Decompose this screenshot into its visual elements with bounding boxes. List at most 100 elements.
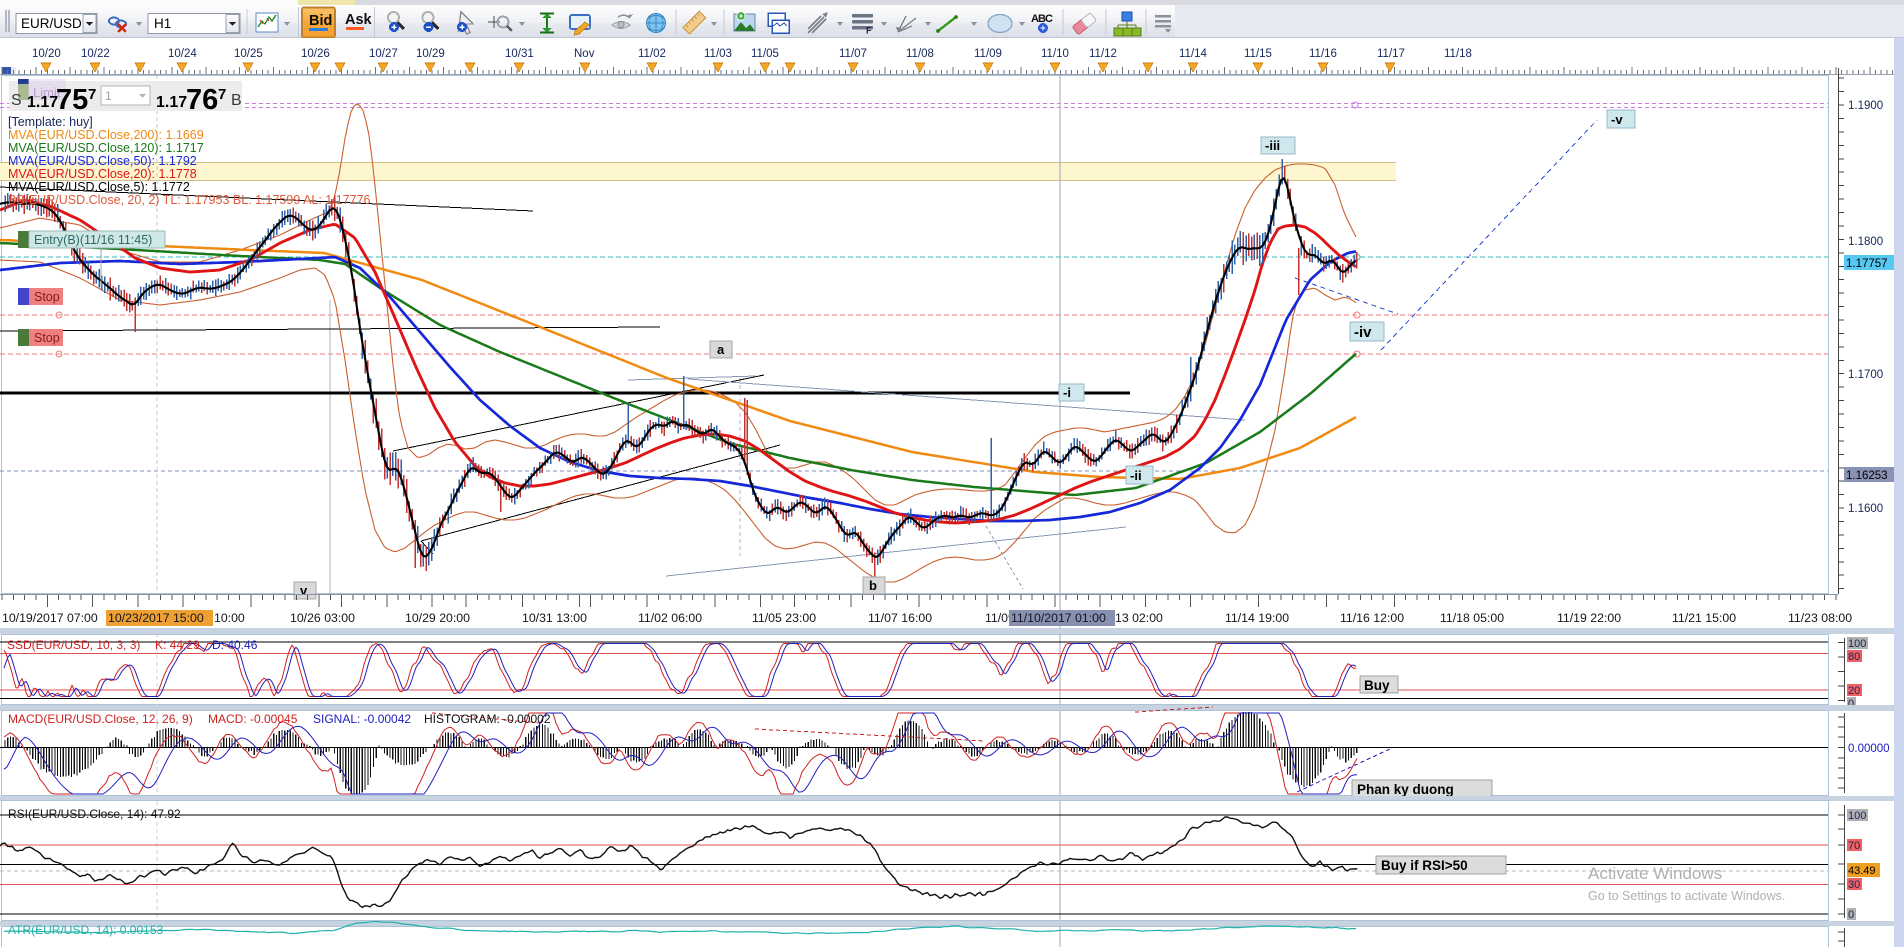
svg-text:10/19/2017 07:00: 10/19/2017 07:00 — [2, 611, 98, 625]
svg-text:30: 30 — [1848, 879, 1860, 891]
svg-text:1.16253: 1.16253 — [1846, 470, 1888, 482]
svg-text:7: 7 — [88, 86, 96, 103]
svg-text:70: 70 — [1848, 840, 1860, 852]
svg-text:11/07 16:00: 11/07 16:00 — [868, 611, 932, 625]
svg-text:1.1800: 1.1800 — [1848, 236, 1883, 248]
svg-text:10/25: 10/25 — [234, 48, 263, 60]
svg-text:1.1600: 1.1600 — [1848, 503, 1883, 515]
svg-text:BB(EUR/USD.Close, 20, 2) TL:: BB(EUR/USD.Close, 20, 2) TL: 1.17953 BL:… — [8, 193, 371, 207]
svg-text:Buy: Buy — [1364, 678, 1390, 693]
svg-text:Phan ky duong: Phan ky duong — [1357, 782, 1454, 797]
svg-text:Ask: Ask — [345, 12, 373, 28]
svg-text:ABC: ABC — [1031, 13, 1053, 25]
svg-text:0.00000: 0.00000 — [1848, 743, 1890, 755]
svg-text:11/12: 11/12 — [1089, 48, 1117, 60]
svg-text:0: 0 — [1848, 909, 1854, 921]
svg-text:-ii: -ii — [1130, 468, 1142, 483]
svg-text:B: B — [231, 92, 242, 109]
svg-text:Activate Windows: Activate Windows — [1588, 864, 1722, 883]
svg-text:Go to Settings to activate Win: Go to Settings to activate Windows. — [1588, 889, 1785, 903]
svg-text:v: v — [300, 583, 308, 598]
svg-text:11/18: 11/18 — [1444, 48, 1472, 60]
svg-text:10/24: 10/24 — [168, 48, 197, 60]
svg-text:11/02 06:00: 11/02 06:00 — [638, 611, 702, 625]
svg-text:10/31 13:00: 10/31 13:00 — [522, 611, 587, 625]
svg-text:MACD: -0.00045: MACD: -0.00045 — [208, 712, 298, 726]
svg-text:11/07: 11/07 — [839, 48, 867, 60]
svg-text:F: F — [866, 26, 872, 36]
svg-text:11/03: 11/03 — [704, 48, 732, 60]
svg-text:11/05: 11/05 — [751, 48, 779, 60]
svg-text:[Template: huy]: [Template: huy] — [8, 115, 93, 129]
svg-text:11/16: 11/16 — [1309, 48, 1337, 60]
svg-text:10/29: 10/29 — [416, 48, 445, 60]
svg-text:11/23 08:00: 11/23 08:00 — [1788, 611, 1852, 625]
svg-text:EUR/USD: EUR/USD — [21, 16, 82, 31]
svg-text:MVA(EUR/USD.Close,200): 1.1669: MVA(EUR/USD.Close,200): 1.1669 — [8, 128, 204, 142]
svg-text:80: 80 — [1848, 651, 1860, 663]
svg-text:SSD(EUR/USD, 10, 3, 3): SSD(EUR/USD, 10, 3, 3) — [7, 638, 140, 652]
svg-text:K: 44.29: K: 44.29 — [155, 638, 200, 652]
svg-text:11/02: 11/02 — [638, 48, 666, 60]
svg-text:11/10/2017 01:00: 11/10/2017 01:00 — [1011, 611, 1106, 625]
svg-text:76: 76 — [186, 84, 218, 116]
svg-text:MVA(EUR/USD.Close,120): 1.1717: MVA(EUR/USD.Close,120): 1.1717 — [8, 141, 204, 155]
svg-text:11/08: 11/08 — [906, 48, 934, 60]
svg-text:Nov: Nov — [574, 48, 595, 60]
svg-text:1: 1 — [105, 89, 112, 103]
svg-text:a: a — [717, 342, 725, 357]
svg-text:Limit: Limit — [33, 85, 61, 100]
svg-text:11/14: 11/14 — [1179, 48, 1208, 60]
svg-text:SIGNAL: -0.00042: SIGNAL: -0.00042 — [313, 712, 411, 726]
svg-text:1.17: 1.17 — [156, 94, 187, 111]
svg-text:10:00: 10:00 — [214, 611, 245, 625]
svg-text:HISTOGRAM: -0.00002: HISTOGRAM: -0.00002 — [424, 712, 551, 726]
svg-text:MVA(EUR/USD.Close,50): 1.1792: MVA(EUR/USD.Close,50): 1.1792 — [8, 154, 197, 168]
svg-text:S: S — [11, 92, 22, 109]
svg-text:10/27: 10/27 — [369, 48, 398, 60]
svg-text:11/09: 11/09 — [985, 611, 1015, 625]
svg-text:H1: H1 — [154, 16, 171, 31]
svg-text:11/09: 11/09 — [974, 48, 1002, 60]
svg-text:-i: -i — [1063, 385, 1071, 400]
svg-text:10/26 03:00: 10/26 03:00 — [290, 611, 355, 625]
svg-text:Entry(B)(11/16 11:45): Entry(B)(11/16 11:45) — [34, 233, 152, 247]
svg-text:10/29 20:00: 10/29 20:00 — [405, 611, 470, 625]
svg-text:7: 7 — [218, 86, 226, 103]
svg-text:100: 100 — [1848, 638, 1866, 650]
svg-text:11/10: 11/10 — [1041, 48, 1069, 60]
svg-text:1.1700: 1.1700 — [1848, 369, 1883, 381]
svg-text:Bid: Bid — [309, 13, 332, 29]
svg-text:-iii: -iii — [1265, 138, 1280, 153]
svg-text:MACD(EUR/USD.Close, 12, 26, 9): MACD(EUR/USD.Close, 12, 26, 9) — [8, 712, 193, 726]
svg-text:1.17: 1.17 — [27, 94, 58, 111]
svg-text:11/05 23:00: 11/05 23:00 — [752, 611, 816, 625]
svg-text:13 02:00: 13 02:00 — [1115, 611, 1163, 625]
svg-text:MVA(EUR/USD.Close,20): 1.1778: MVA(EUR/USD.Close,20): 1.1778 — [8, 167, 197, 181]
svg-text:-iv: -iv — [1354, 324, 1372, 341]
svg-text:11/16 12:00: 11/16 12:00 — [1340, 611, 1404, 625]
svg-text:75: 75 — [56, 84, 88, 116]
svg-text:1.17757: 1.17757 — [1846, 258, 1888, 270]
svg-text:Buy if RSI>50: Buy if RSI>50 — [1381, 858, 1468, 873]
svg-text:20: 20 — [1848, 685, 1860, 697]
svg-text:11/19 22:00: 11/19 22:00 — [1557, 611, 1621, 625]
svg-text:0: 0 — [1848, 698, 1854, 710]
svg-text:43.49: 43.49 — [1848, 865, 1876, 877]
svg-text:Stop: Stop — [34, 331, 60, 345]
svg-text:b: b — [869, 578, 877, 593]
svg-text:10/31: 10/31 — [505, 48, 534, 60]
svg-text:11/17: 11/17 — [1377, 48, 1405, 60]
svg-text:RSI(EUR/USD.Close, 14): 47.92: RSI(EUR/USD.Close, 14): 47.92 — [8, 807, 181, 821]
svg-text:D: 40.46: D: 40.46 — [212, 638, 258, 652]
svg-text:1.1900: 1.1900 — [1848, 100, 1883, 112]
svg-text:Stop: Stop — [34, 290, 60, 304]
svg-text:100: 100 — [1848, 810, 1866, 822]
svg-text:-v: -v — [1611, 112, 1623, 127]
svg-text:10/23/2017 15:00: 10/23/2017 15:00 — [108, 611, 204, 625]
svg-text:ATR(EUR/USD, 14): 0.00153: ATR(EUR/USD, 14): 0.00153 — [8, 923, 163, 937]
svg-text:11/21 15:00: 11/21 15:00 — [1672, 611, 1736, 625]
svg-text:10/26: 10/26 — [301, 48, 330, 60]
svg-text:MVA(EUR/USD.Close,5): 1.1772: MVA(EUR/USD.Close,5): 1.1772 — [8, 180, 190, 194]
svg-text:10/22: 10/22 — [81, 48, 110, 60]
